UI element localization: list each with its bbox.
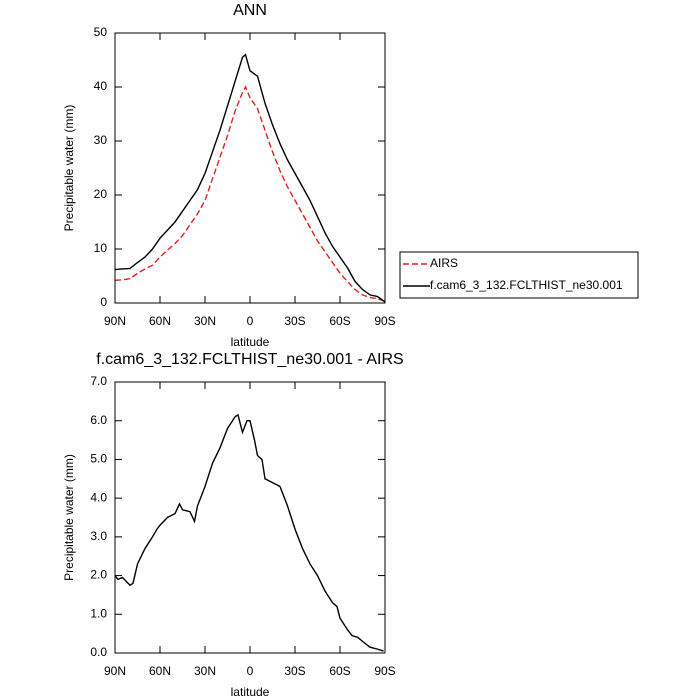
x-tick-label: 60N — [149, 314, 171, 328]
x-tick-label: 0 — [247, 314, 254, 328]
x-tick-label: 90S — [374, 314, 395, 328]
y-tick-label: 2.0 — [90, 568, 107, 582]
x-tick-label: 90N — [104, 314, 126, 328]
x-tick-label: 90S — [374, 664, 395, 678]
legend-label: AIRS — [430, 256, 458, 270]
y-axis-label: Precipitable water (mm) — [62, 454, 76, 581]
y-tick-label: 4.0 — [90, 490, 107, 504]
legend-box — [399, 251, 639, 299]
y-tick-label: 1.0 — [90, 606, 107, 620]
y-axis-label: Precipitable water (mm) — [62, 105, 76, 232]
data-line — [114, 413, 384, 652]
y-tick-label: 5.0 — [90, 452, 107, 466]
x-axis-label: latitude — [231, 335, 270, 349]
plot-frame — [114, 32, 386, 304]
y-tick-label: 10 — [94, 241, 108, 255]
y-tick-label: 20 — [94, 187, 108, 201]
data-line — [114, 85, 386, 303]
y-tick-label: 6.0 — [90, 413, 107, 427]
y-tick-label: 0.0 — [90, 645, 107, 659]
x-tick-label: 30S — [284, 314, 305, 328]
y-tick-label: 30 — [94, 133, 108, 147]
y-tick-label: 3.0 — [90, 529, 107, 543]
y-tick-label: 0 — [100, 295, 107, 309]
x-tick-label: 60N — [149, 664, 171, 678]
x-tick-label: 60S — [329, 314, 350, 328]
x-tick-label: 30S — [284, 664, 305, 678]
x-tick-label: 30N — [194, 314, 216, 328]
y-tick-label: 50 — [94, 25, 108, 39]
chart-title: f.cam6_3_132.FCLTHIST_ne30.001 - AIRS — [96, 351, 403, 368]
x-tick-label: 60S — [329, 664, 350, 678]
x-axis-label: latitude — [231, 685, 270, 699]
x-tick-label: 30N — [194, 664, 216, 678]
plot-frame — [114, 381, 386, 654]
chart-title: ANN — [233, 2, 267, 19]
data-line — [114, 53, 386, 303]
y-tick-label: 7.0 — [90, 374, 107, 388]
x-tick-label: 0 — [247, 664, 254, 678]
legend-label: f.cam6_3_132.FCLTHIST_ne30.001 — [430, 278, 623, 292]
x-tick-label: 90N — [104, 664, 126, 678]
y-tick-label: 40 — [94, 79, 108, 93]
